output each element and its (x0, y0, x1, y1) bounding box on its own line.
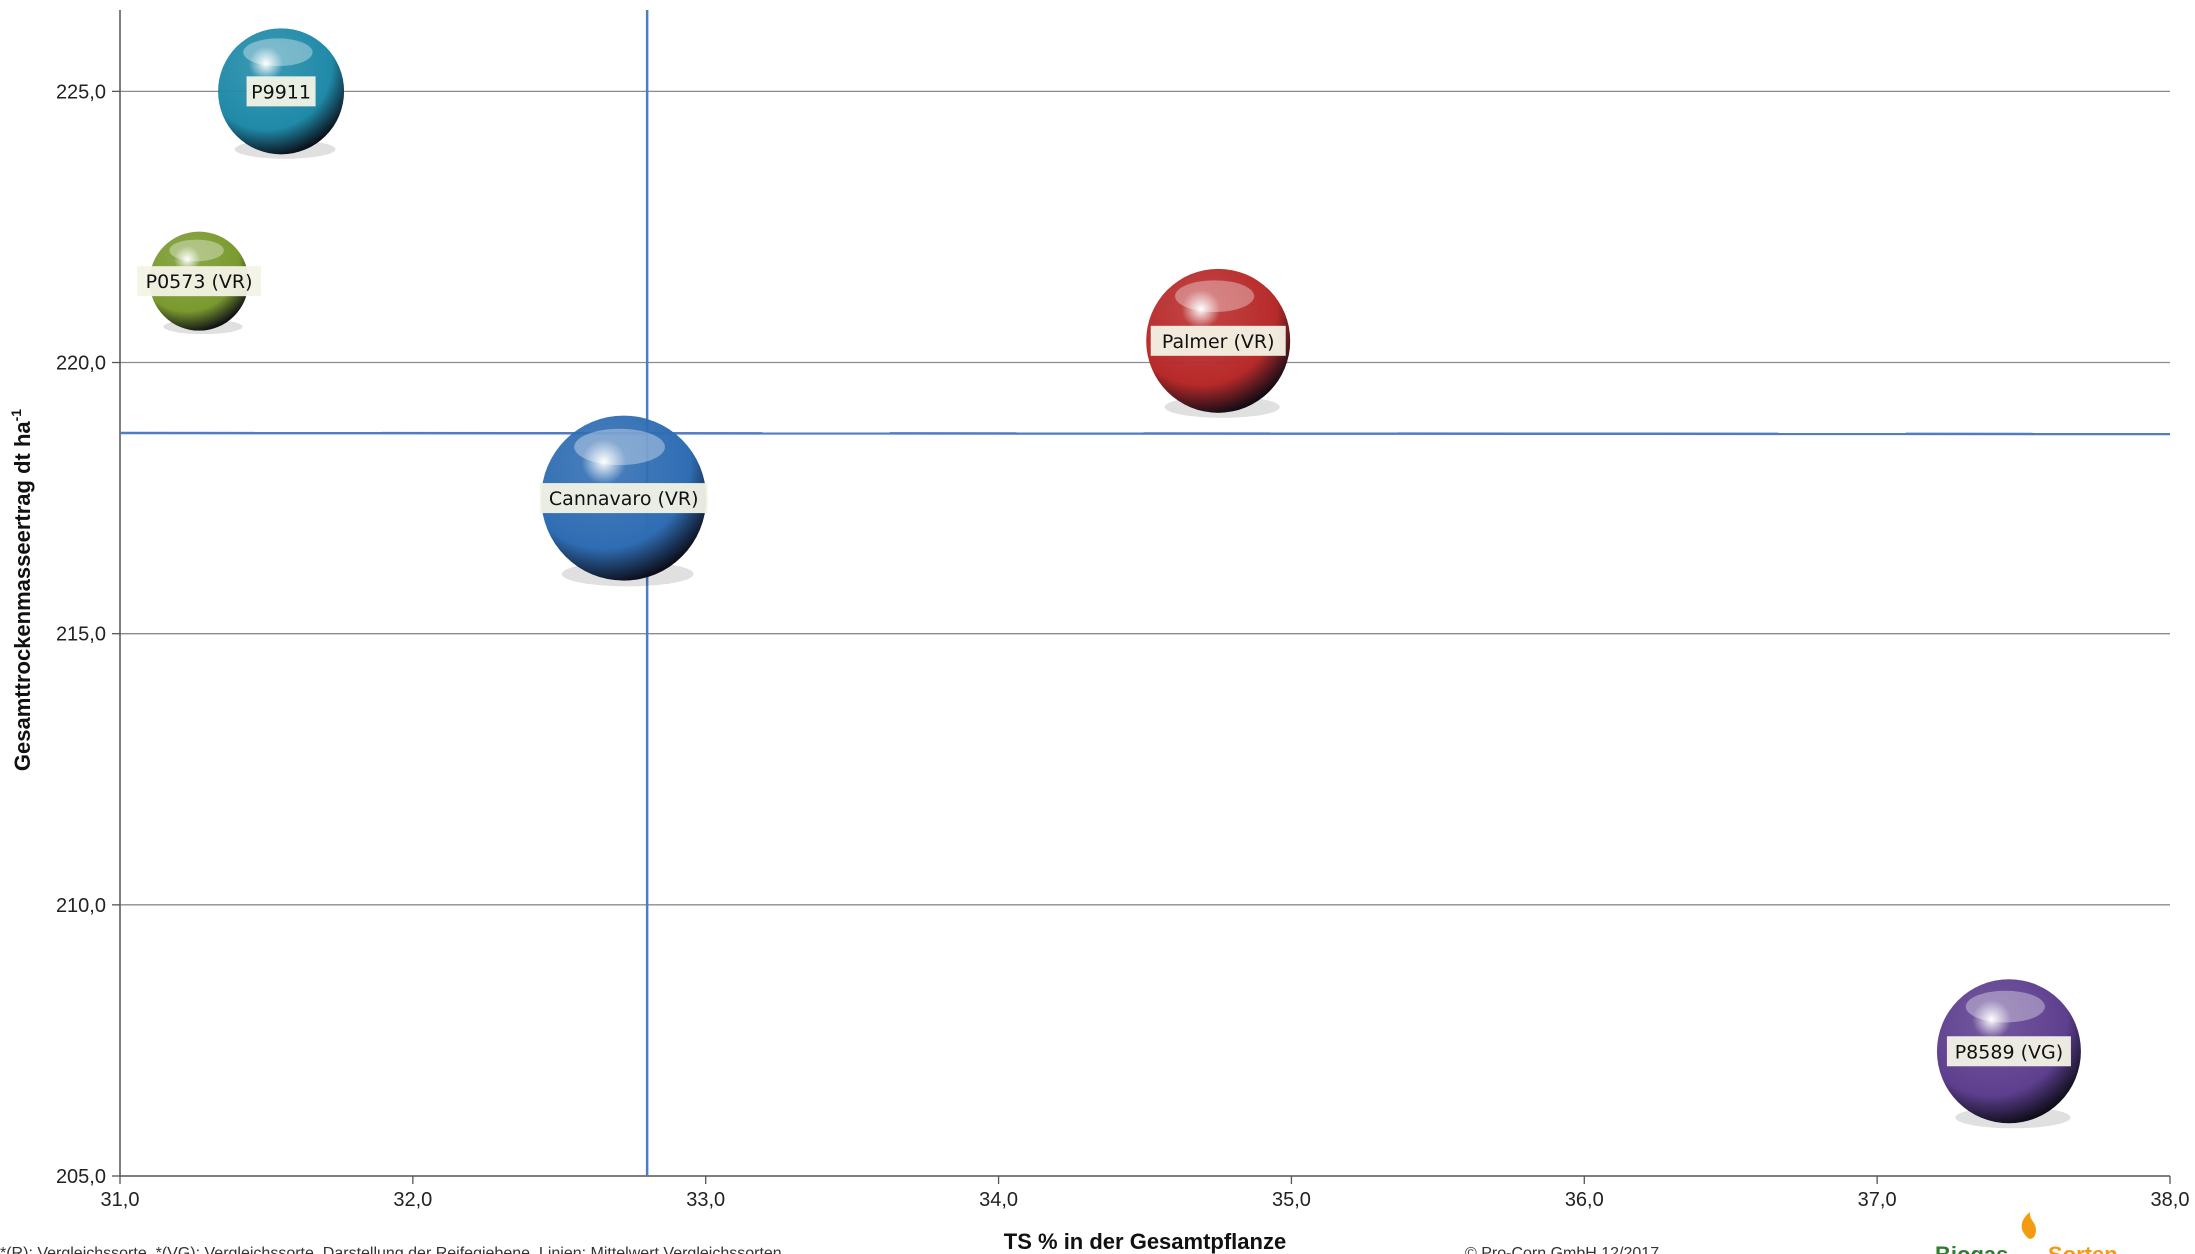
x-tick-label: 34,0 (979, 1189, 1018, 1211)
logo-word-biogas: Biogas (1935, 1242, 2008, 1254)
bubble-label-box (1150, 325, 1286, 356)
reference-lines (119, 10, 2171, 1176)
bubble-label-text: Cannavaro (VR) (549, 488, 699, 510)
bubbles (149, 28, 2081, 1129)
bubble-label: P0573 (VR) (137, 266, 262, 297)
bubble-label: P8589 (VG) (1946, 1036, 2071, 1067)
y-tick-label: 205,0 (56, 1166, 106, 1188)
bubble-highlight (1965, 990, 2045, 1023)
footer-note: *(R): Vergleichssorte, *(VG): Vergleichs… (0, 1245, 782, 1254)
bubble-label-text: P8589 (VG) (1955, 1041, 2063, 1063)
grid-lines (120, 90, 2170, 906)
x-tick-label: 32,0 (393, 1189, 432, 1211)
tick-labels: 205,0 210,0 215,0 220,0 225,0 31,0 32,0 33,0 34,… (56, 81, 2190, 1211)
bubble-label-text: P9911 (251, 81, 311, 103)
bubble-label: Cannavaro (VR) (539, 483, 708, 514)
bubble-label-box (137, 266, 262, 297)
y-tick-label: 210,0 (56, 895, 106, 917)
bubble-label-box (246, 76, 316, 107)
bubble-label-text: P0573 (VR) (146, 271, 253, 293)
reference-line-horizontal (119, 431, 2171, 436)
x-tick-label: 31,0 (101, 1189, 140, 1211)
y-tick-label: 225,0 (56, 81, 106, 103)
y-axis-title: Gesamttrockenmasseertrag dt ha-1 (8, 409, 35, 771)
bubble-label-text: Palmer (VR) (1162, 331, 1275, 353)
logo-word-sorten: Sorten (2048, 1242, 2118, 1254)
flame-icon (2021, 1212, 2036, 1239)
biogas-sorten-logo: Biogas Sorten (1935, 1212, 2118, 1254)
bubble-label: P9911 (246, 76, 316, 107)
bubble-highlight (243, 38, 313, 67)
bubble-label-box (539, 483, 708, 514)
footer-copyright: © Pro-Corn GmbH 12/2017 (1465, 1245, 1659, 1254)
bubble-label-box (1946, 1036, 2071, 1067)
bubble-highlight (1175, 280, 1255, 313)
x-tick-label: 35,0 (1272, 1189, 1311, 1211)
y-axis-title-group: Gesamttrockenmasseertrag dt ha-1 (8, 409, 35, 771)
x-tick-label: 37,0 (1858, 1189, 1897, 1211)
x-tick-label: 38,0 (2151, 1189, 2190, 1211)
bubble-labels: P9911 P0573 (VR) Palmer (VR) Cannavaro (VR)… (137, 76, 2071, 1067)
bubble-highlight (169, 239, 224, 262)
y-axis-title-superscript: -1 (8, 409, 24, 422)
axes (112, 10, 2171, 1184)
x-tick-label: 33,0 (686, 1189, 725, 1211)
x-axis-title: TS % in der Gesamtpflanze (1004, 1229, 1286, 1254)
y-tick-label: 215,0 (56, 624, 106, 646)
y-tick-label: 220,0 (56, 353, 106, 375)
y-axis-title-main: Gesamttrockenmasseertrag dt ha (10, 421, 35, 771)
bubble-label: Palmer (VR) (1150, 325, 1286, 356)
bubble-highlight (574, 428, 665, 466)
x-tick-label: 36,0 (1565, 1189, 1604, 1211)
